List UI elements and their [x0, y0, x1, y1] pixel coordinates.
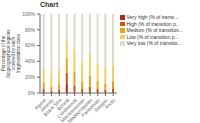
svg-text:40%: 40% [25, 58, 36, 64]
svg-text:Arctic: Arctic [103, 97, 116, 110]
html-text:Medium (% of transition...: Medium (% of transition... [126, 27, 184, 33]
html-text:High (% of transition p...: High (% of transition p... [126, 20, 180, 27]
svg-text:Continental: Continental [55, 97, 78, 120]
svg-text:60%: 60% [25, 42, 36, 48]
svg-text:Percentage of thebiogeographic: Percentage of thebiogeographical regions… [8, 29, 21, 78]
svg-text:Pannonian: Pannonian [79, 97, 101, 119]
svg-text:Alpine: Alpine [33, 97, 48, 112]
svg-text:Atlantic: Atlantic [38, 97, 55, 113]
svg-text:0%: 0% [28, 90, 36, 96]
svg-text:20%: 20% [25, 74, 36, 80]
svg-text:Black Sea: Black Sea [42, 97, 63, 118]
html-text:Chart: Chart [40, 1, 59, 8]
svg-text:Boreal: Boreal [55, 97, 71, 112]
svg-text:80%: 80% [25, 27, 36, 33]
svg-text:Steppic: Steppic [92, 97, 109, 113]
svg-text:100%: 100% [22, 11, 35, 17]
html-text:Percentage of the: Percentage of the [1, 35, 6, 72]
html-text:Very high (% of transi...: Very high (% of transi... [126, 14, 179, 20]
html-text:Low (% of transition p...: Low (% of transition p... [126, 33, 179, 40]
html-text:Very low (% of transitio...: Very low (% of transitio... [126, 40, 182, 46]
